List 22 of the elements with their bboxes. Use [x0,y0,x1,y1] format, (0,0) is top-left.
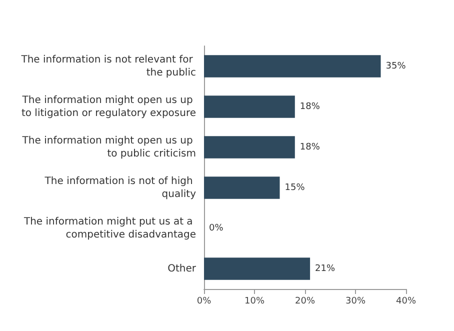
x-tick-label: 0% [196,296,212,306]
bar [204,136,295,158]
x-tick-label: 40% [396,296,416,306]
y-tick-label: The information is not of high quality [44,176,196,200]
data-label: 18% [300,102,320,112]
y-tick-label: The information is not relevant for the public [20,54,196,78]
bar [204,258,310,280]
data-label: 18% [300,142,320,152]
y-tick-label: The information might open us up to litigation or regulatory exposure [21,94,196,119]
y-tick-label: The information might open us up to public criticism [21,135,196,160]
x-tick-label: 10% [244,296,265,306]
data-label: 35% [386,61,406,72]
data-label: 15% [284,182,306,193]
x-tick-label: 20% [294,296,316,306]
bar [204,176,280,199]
bar [204,55,381,78]
data-label: 21% [315,264,336,274]
x-tick-label: 30% [345,296,366,306]
y-tick-label: The information might put us at a competitive disadvantage [22,216,196,240]
bar [204,96,295,118]
y-tick-label: Other [168,263,197,274]
data-label: 0% [209,223,224,234]
